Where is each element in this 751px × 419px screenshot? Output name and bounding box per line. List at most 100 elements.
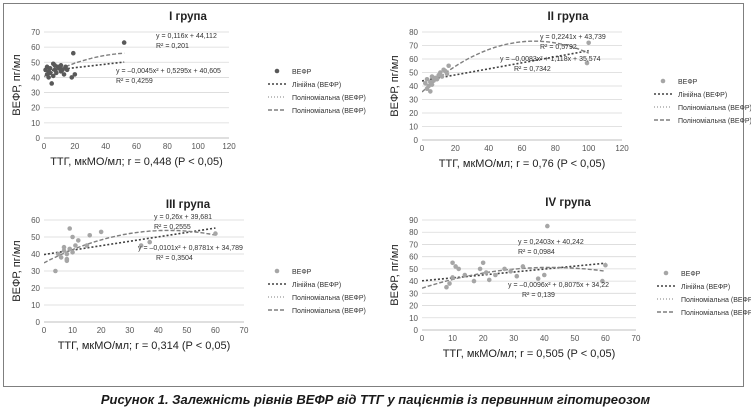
y-tick-label: 40 — [409, 277, 418, 286]
data-point — [64, 67, 70, 73]
x-axis-label: ТТГ, мкМО/мл; r = 0,448 (P < 0,05) — [50, 156, 223, 168]
legend-entry: ВЕФР — [678, 79, 698, 86]
chart-group-1: І група 0 10 20 30 40 50 60 70 0 20 40 60 80 100 120 ТТГ… — [6, 6, 366, 181]
x-tick-label: 20 — [70, 142, 79, 151]
data-point — [147, 239, 153, 245]
y-tick-label: 20 — [409, 302, 418, 311]
legend-entry: Поліноміальна (ВЕФР) — [292, 107, 366, 115]
equation-annotation: R² = 0,201 — [156, 43, 189, 50]
equation-annotation: y = 0,26x + 39,681 — [154, 214, 212, 221]
data-point — [70, 250, 75, 255]
data-point — [477, 266, 483, 272]
equation-annotation: y = –0,0083x² + 1,118x + 35,574 — [500, 56, 601, 63]
data-point — [61, 72, 67, 77]
chart-title: ІІ група — [548, 11, 590, 23]
equation-annotation: y = 0,2241x + 43,739 — [540, 34, 606, 41]
y-tick-label: 60 — [409, 253, 418, 262]
x-tick-label: 30 — [125, 326, 134, 335]
y-tick-label: 70 — [31, 28, 40, 37]
legend-entry: Поліноміальна (ВЕФР) — [292, 294, 366, 302]
data-point — [438, 70, 443, 75]
x-tick-label: 40 — [154, 326, 163, 335]
data-point — [446, 63, 451, 69]
y-tick-label: 10 — [31, 119, 40, 128]
data-point — [60, 67, 65, 73]
y-tick-label: 80 — [409, 28, 418, 37]
data-point — [444, 71, 450, 77]
y-axis-label: ВЕФР, пг/мл — [389, 244, 401, 305]
x-tick-label: 60 — [132, 142, 141, 151]
y-tick-label: 60 — [409, 55, 418, 64]
y-tick-label: 0 — [414, 326, 419, 335]
data-point — [541, 272, 547, 278]
legend-entry: Лінійна (ВЕФР) — [292, 81, 341, 89]
x-tick-label: 100 — [191, 142, 205, 151]
equation-annotation: y = –0,0045x² + 0,5295x + 40,605 — [116, 68, 221, 75]
data-point — [483, 270, 489, 275]
y-axis-label: ВЕФР, пг/мл — [11, 240, 23, 301]
chart-group-3: ІІІ група 0 10 20 30 40 50 60 0 10 20 30 40 50 60 70 ТТГ… — [6, 194, 366, 374]
y-tick-label: 0 — [414, 136, 419, 145]
data-point — [55, 251, 61, 257]
data-point — [121, 40, 127, 45]
y-tick-label: 30 — [31, 267, 40, 276]
data-point — [508, 269, 513, 274]
x-tick-label: 0 — [42, 142, 47, 151]
polynomial-trendline — [44, 229, 216, 264]
legend-entry: Поліноміальна (ВЕФР) — [678, 104, 751, 112]
x-axis-label: ТТГ, мкМО/мл; r = 0,76 (P < 0,05) — [439, 158, 605, 170]
y-tick-label: 30 — [409, 96, 418, 105]
x-tick-label: 40 — [540, 334, 549, 343]
polynomial-trendline — [44, 52, 125, 78]
data-point — [502, 266, 507, 272]
x-tick-label: 10 — [448, 334, 457, 343]
data-point — [462, 272, 468, 278]
data-point — [480, 260, 486, 266]
legend-entry: Поліноміальна (ВЕФР) — [681, 309, 751, 317]
legend-marker — [274, 268, 280, 274]
data-point — [49, 81, 55, 86]
data-point — [58, 255, 64, 260]
x-tick-label: 80 — [163, 142, 172, 151]
data-point — [520, 264, 526, 269]
y-tick-label: 50 — [31, 233, 40, 242]
y-tick-label: 70 — [409, 42, 418, 51]
x-tick-label: 70 — [240, 326, 249, 335]
legend-marker — [663, 270, 669, 276]
data-point — [447, 281, 452, 286]
y-tick-label: 60 — [31, 43, 40, 52]
data-point — [64, 258, 70, 264]
y-tick-label: 20 — [409, 109, 418, 118]
y-tick-label: 20 — [31, 284, 40, 293]
y-tick-label: 60 — [31, 216, 40, 225]
x-tick-label: 60 — [518, 144, 527, 153]
x-tick-label: 100 — [582, 144, 596, 153]
data-point — [46, 75, 51, 80]
x-tick-label: 0 — [420, 144, 425, 153]
equation-annotation: R² = 0,139 — [522, 292, 555, 299]
polynomial-trendline — [422, 40, 589, 93]
chart-title: IV група — [545, 197, 591, 209]
data-point — [67, 226, 73, 231]
data-point — [75, 238, 81, 243]
legend-entry: Поліноміальна (ВЕФР) — [678, 117, 751, 125]
data-point — [584, 60, 590, 66]
y-tick-label: 40 — [31, 250, 40, 259]
data-point — [545, 223, 550, 229]
y-tick-label: 40 — [31, 73, 40, 82]
y-axis-label: ВЕФР, пг/мл — [11, 54, 23, 115]
legend-marker — [274, 68, 280, 74]
y-tick-label: 90 — [409, 216, 418, 225]
data-point — [428, 89, 433, 94]
data-point — [87, 233, 93, 238]
chart-svg: ІІ група 0 10 20 30 40 50 60 70 80 0 20 40 60 80 100 120… — [389, 11, 751, 170]
linear-trendline — [422, 262, 606, 282]
data-point — [98, 229, 104, 235]
legend-entry: Поліноміальна (ВЕФР) — [292, 307, 366, 315]
data-point — [53, 268, 58, 274]
legend-entry: Поліноміальна (ВЕФР) — [292, 94, 366, 102]
y-tick-label: 0 — [36, 134, 41, 143]
x-tick-label: 20 — [97, 326, 106, 335]
data-point — [434, 76, 440, 82]
x-tick-label: 0 — [42, 326, 47, 335]
